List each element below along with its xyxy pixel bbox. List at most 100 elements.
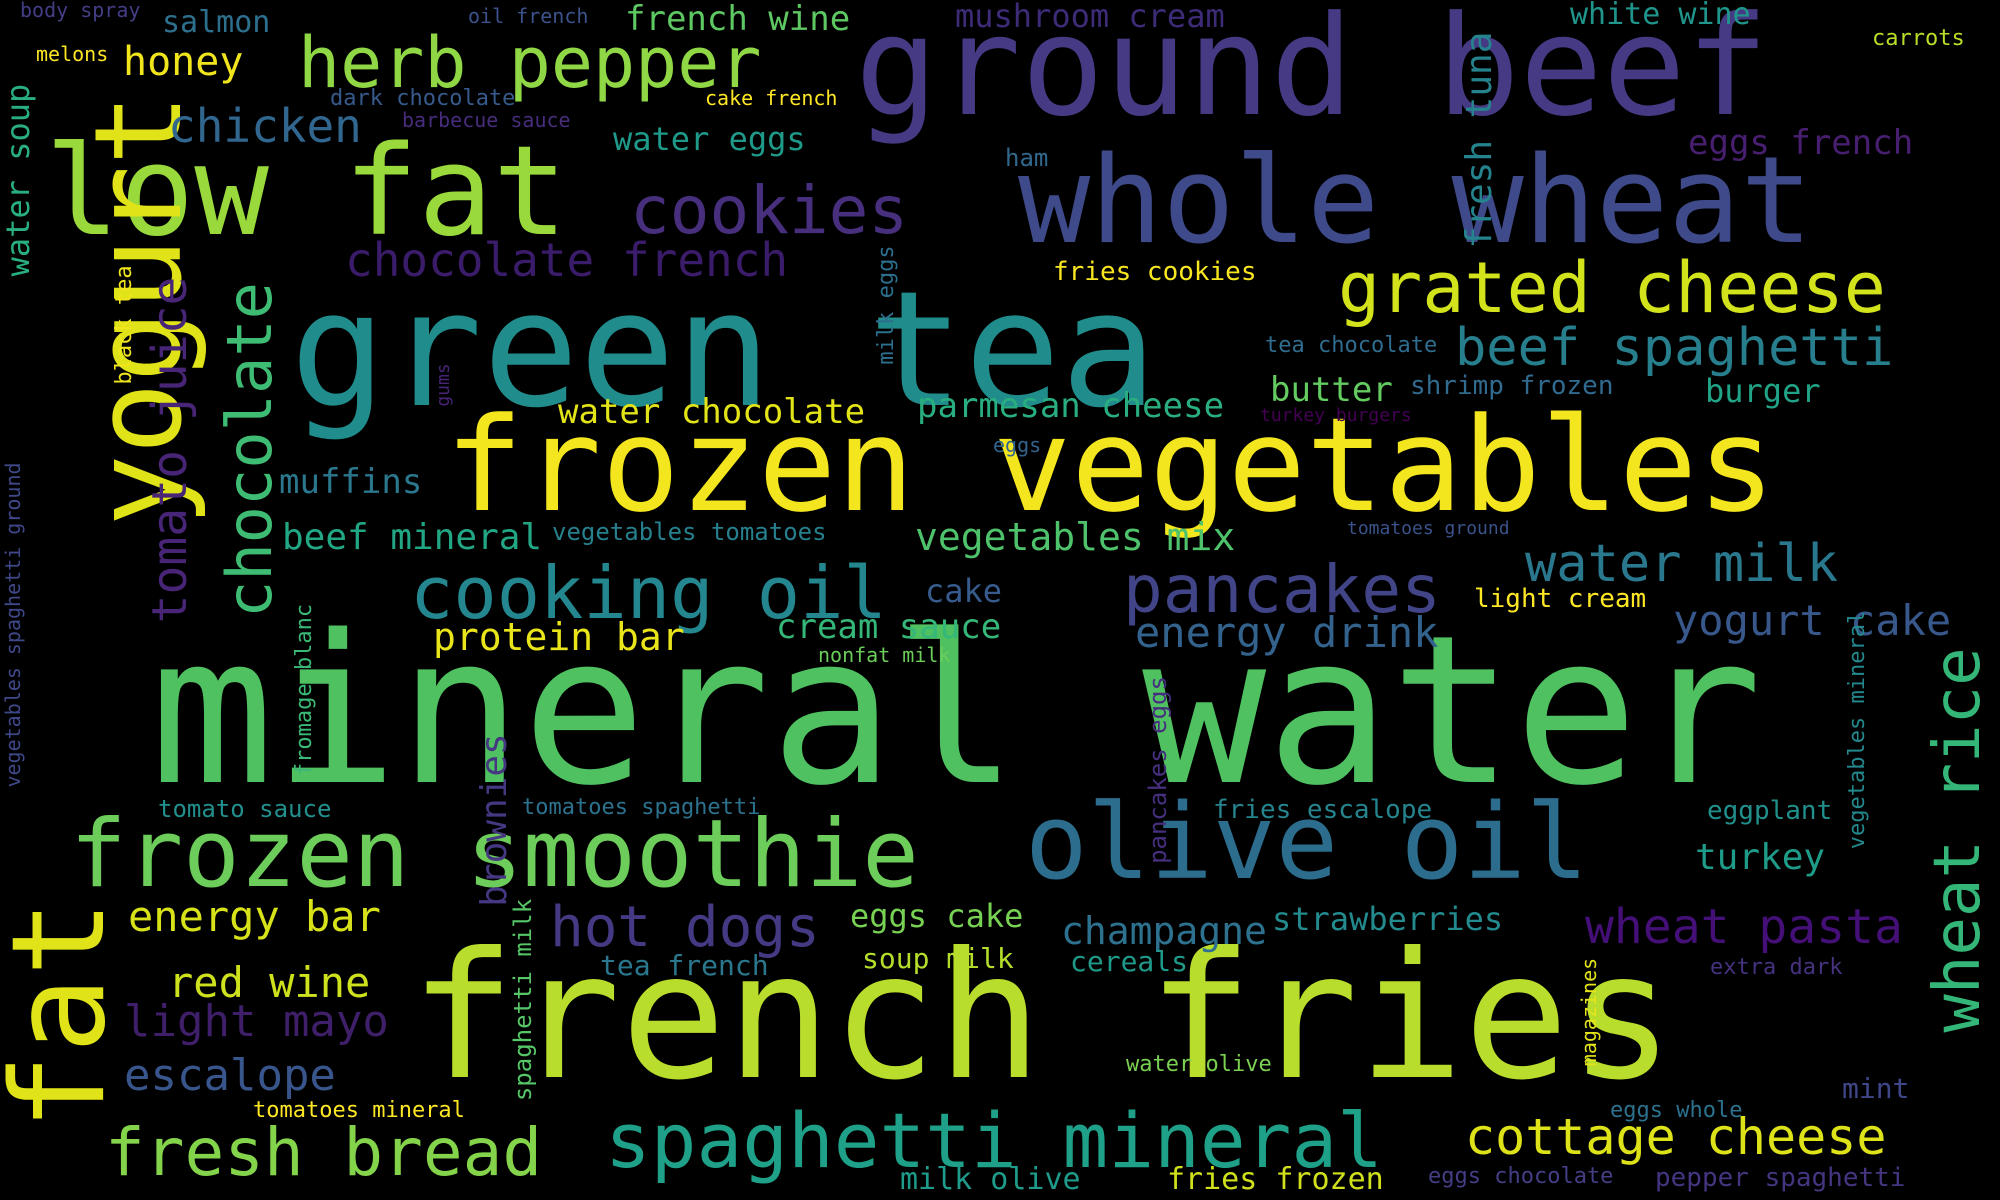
word-milk-eggs: milk eggs (874, 245, 899, 365)
word-muffins: muffins (279, 462, 423, 502)
word-milk-olive: milk olive (900, 1162, 1081, 1197)
word-fresh-tuna: fresh tuna (1459, 31, 1500, 249)
word-tomatoes-spaghetti: tomatoes spaghetti (522, 795, 761, 820)
word-cereals: cereals (1070, 945, 1189, 978)
word-eggs-whole: eggs whole (1610, 1098, 1743, 1123)
word-beef-spaghetti: beef spaghetti (1455, 318, 1894, 378)
word-burger: burger (1705, 372, 1821, 410)
word-oil-french: oil french (468, 4, 589, 28)
word-cake-french: cake french (705, 86, 838, 110)
word-green-tea: green tea (290, 256, 1157, 443)
word-french-wine: french wine (625, 0, 851, 39)
word-light-mayo: light mayo (124, 996, 389, 1047)
word-grated-cheese: grated cheese (1338, 247, 1886, 329)
word-dark-chocolate: dark chocolate (330, 86, 516, 111)
word-eggplant: eggplant (1707, 796, 1833, 826)
word-tea-chocolate: tea chocolate (1265, 333, 1438, 358)
word-barbecue-sauce: barbecue sauce (402, 108, 571, 132)
word-body-spray: body spray (20, 0, 141, 22)
word-fresh-bread: fresh bread (105, 1114, 543, 1191)
word-cookies: cookies (630, 172, 909, 249)
word-tomato-juice: tomato juice (142, 276, 198, 624)
word-yogurt-cake: yogurt cake (1673, 596, 1952, 645)
word-energy-drink: energy drink (1135, 608, 1439, 657)
word-frozen-vegetables: frozen vegetables (445, 389, 1776, 541)
word-tomato-sauce: tomato sauce (158, 795, 332, 823)
word-tomatoes-mineral: tomatoes mineral (253, 1098, 465, 1123)
word-pancakes: pancakes (1123, 551, 1441, 628)
word-spaghetti-milk: spaghetti milk (509, 898, 537, 1102)
word-ground-beef: ground beef (855, 0, 1769, 147)
word-wheat-rice: wheat rice (1921, 647, 1995, 1033)
word-turkey: turkey (1695, 837, 1826, 878)
word-energy-bar: energy bar (128, 892, 381, 941)
word-pepper-spaghetti: pepper spaghetti (1655, 1163, 1906, 1193)
word-mineral-water: mineral water (150, 591, 1763, 831)
word-extra-dark: extra dark (1710, 955, 1843, 980)
word-champagne: champagne (1061, 909, 1267, 953)
word-low-fat: low fat (45, 120, 568, 264)
word-spaghetti-mineral: spaghetti mineral (605, 1096, 1383, 1185)
word-cooking-oil: cooking oil (410, 551, 887, 635)
word-brownies: brownies (474, 733, 515, 907)
word-carrots: carrots (1872, 26, 1965, 51)
word-fat: fat (0, 899, 134, 1131)
word-beef-mineral: beef mineral (282, 517, 543, 558)
word-french-fries: french fries (410, 916, 1675, 1119)
word-herb-pepper: herb pepper (298, 22, 762, 104)
word-mushroom-cream: mushroom cream (955, 0, 1225, 35)
word-water-milk: water milk (1525, 534, 1839, 594)
word-vegetables-mineral: vegetables mineral (1845, 610, 1870, 850)
word-whole-wheat: whole wheat (1018, 132, 1813, 271)
word-magazines: magazines (1577, 957, 1601, 1067)
word-white-wine: white wine (1570, 0, 1751, 32)
word-vegetables-spaghetti-ground: vegetables spaghetti ground (1, 462, 25, 788)
word-red-wine: red wine (168, 958, 371, 1007)
word-water-soup: water soup (0, 83, 37, 277)
word-strawberries: strawberries (1272, 900, 1504, 938)
word-water-eggs: water eggs (613, 120, 806, 158)
word-ham: ham (1005, 144, 1049, 172)
word-vegetables-mix: vegetables mix (915, 515, 1236, 559)
word-light-cream: light cream (1474, 584, 1647, 614)
word-turkey-burgers: turkey burgers (1260, 405, 1412, 426)
word-tea-french: tea french (600, 949, 769, 982)
word-fries-frozen: fries frozen (1167, 1162, 1384, 1197)
word-frozen-smoothie: frozen smoothie (70, 800, 919, 909)
word-eggs-french: eggs french (1688, 123, 1914, 163)
word-butter: butter (1270, 370, 1393, 410)
word-shrimp-frozen: shrimp frozen (1410, 371, 1614, 401)
word-chocolate-french: chocolate french (345, 233, 789, 287)
word-water-chocolate: water chocolate (558, 392, 866, 432)
word-eggs: eggs (993, 433, 1042, 457)
word-tomatoes-ground: tomatoes ground (1347, 518, 1510, 539)
word-vegetables-tomatoes: vegetables tomatoes (552, 518, 827, 546)
word-escalope: escalope (124, 1050, 336, 1101)
word-chicken: chicken (168, 99, 362, 153)
word-chocolate: chocolate (213, 282, 286, 618)
word-fries-escalope: fries escalope (1213, 795, 1433, 825)
word-cake: cake (925, 572, 1003, 610)
word-black-tea: black tea (112, 265, 137, 385)
word-olive-oil: olive oil (1025, 781, 1589, 903)
word-salmon: salmon (162, 5, 271, 40)
word-parmesan-cheese: parmesan cheese (917, 386, 1225, 426)
word-eggs-cake: eggs cake (850, 897, 1024, 935)
word-soup-milk: soup milk (862, 942, 1014, 975)
word-water-olive: water olive (1126, 1052, 1272, 1077)
word-mint: mint (1842, 1072, 1910, 1105)
word-fromage-blanc: fromage blanc (292, 603, 317, 777)
word-hot-dogs: hot dogs (550, 895, 820, 960)
word-wheat-pasta: wheat pasta (1585, 899, 1903, 955)
word-melons: melons (36, 42, 109, 66)
word-eggs-chocolate: eggs chocolate (1428, 1164, 1614, 1189)
word-gums: gums (433, 363, 454, 407)
word-honey: honey (123, 39, 244, 85)
word-pancakes-eggs: pancakes eggs (1144, 676, 1172, 864)
word-fries-cookies: fries cookies (1053, 257, 1257, 287)
word-cream-sauce: cream sauce (776, 607, 1002, 647)
word-nonfat-milk: nonfat milk (818, 643, 951, 667)
word-protein-bar: protein bar (433, 615, 685, 659)
word-cottage-cheese: cottage cheese (1465, 1108, 1887, 1166)
